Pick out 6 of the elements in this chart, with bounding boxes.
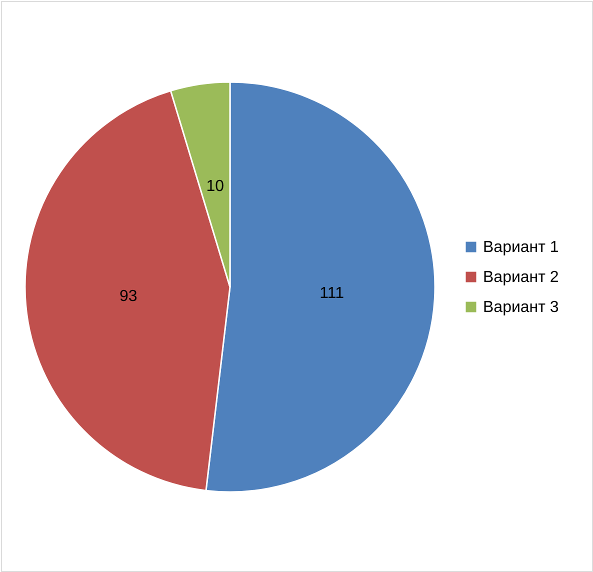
legend-label: Вариант 3 [483,299,559,316]
legend-label: Вариант 1 [483,239,559,256]
data-label: 10 [206,178,224,196]
legend-label: Вариант 2 [483,269,559,286]
data-label: 111 [320,284,344,302]
data-label: 93 [119,288,138,305]
